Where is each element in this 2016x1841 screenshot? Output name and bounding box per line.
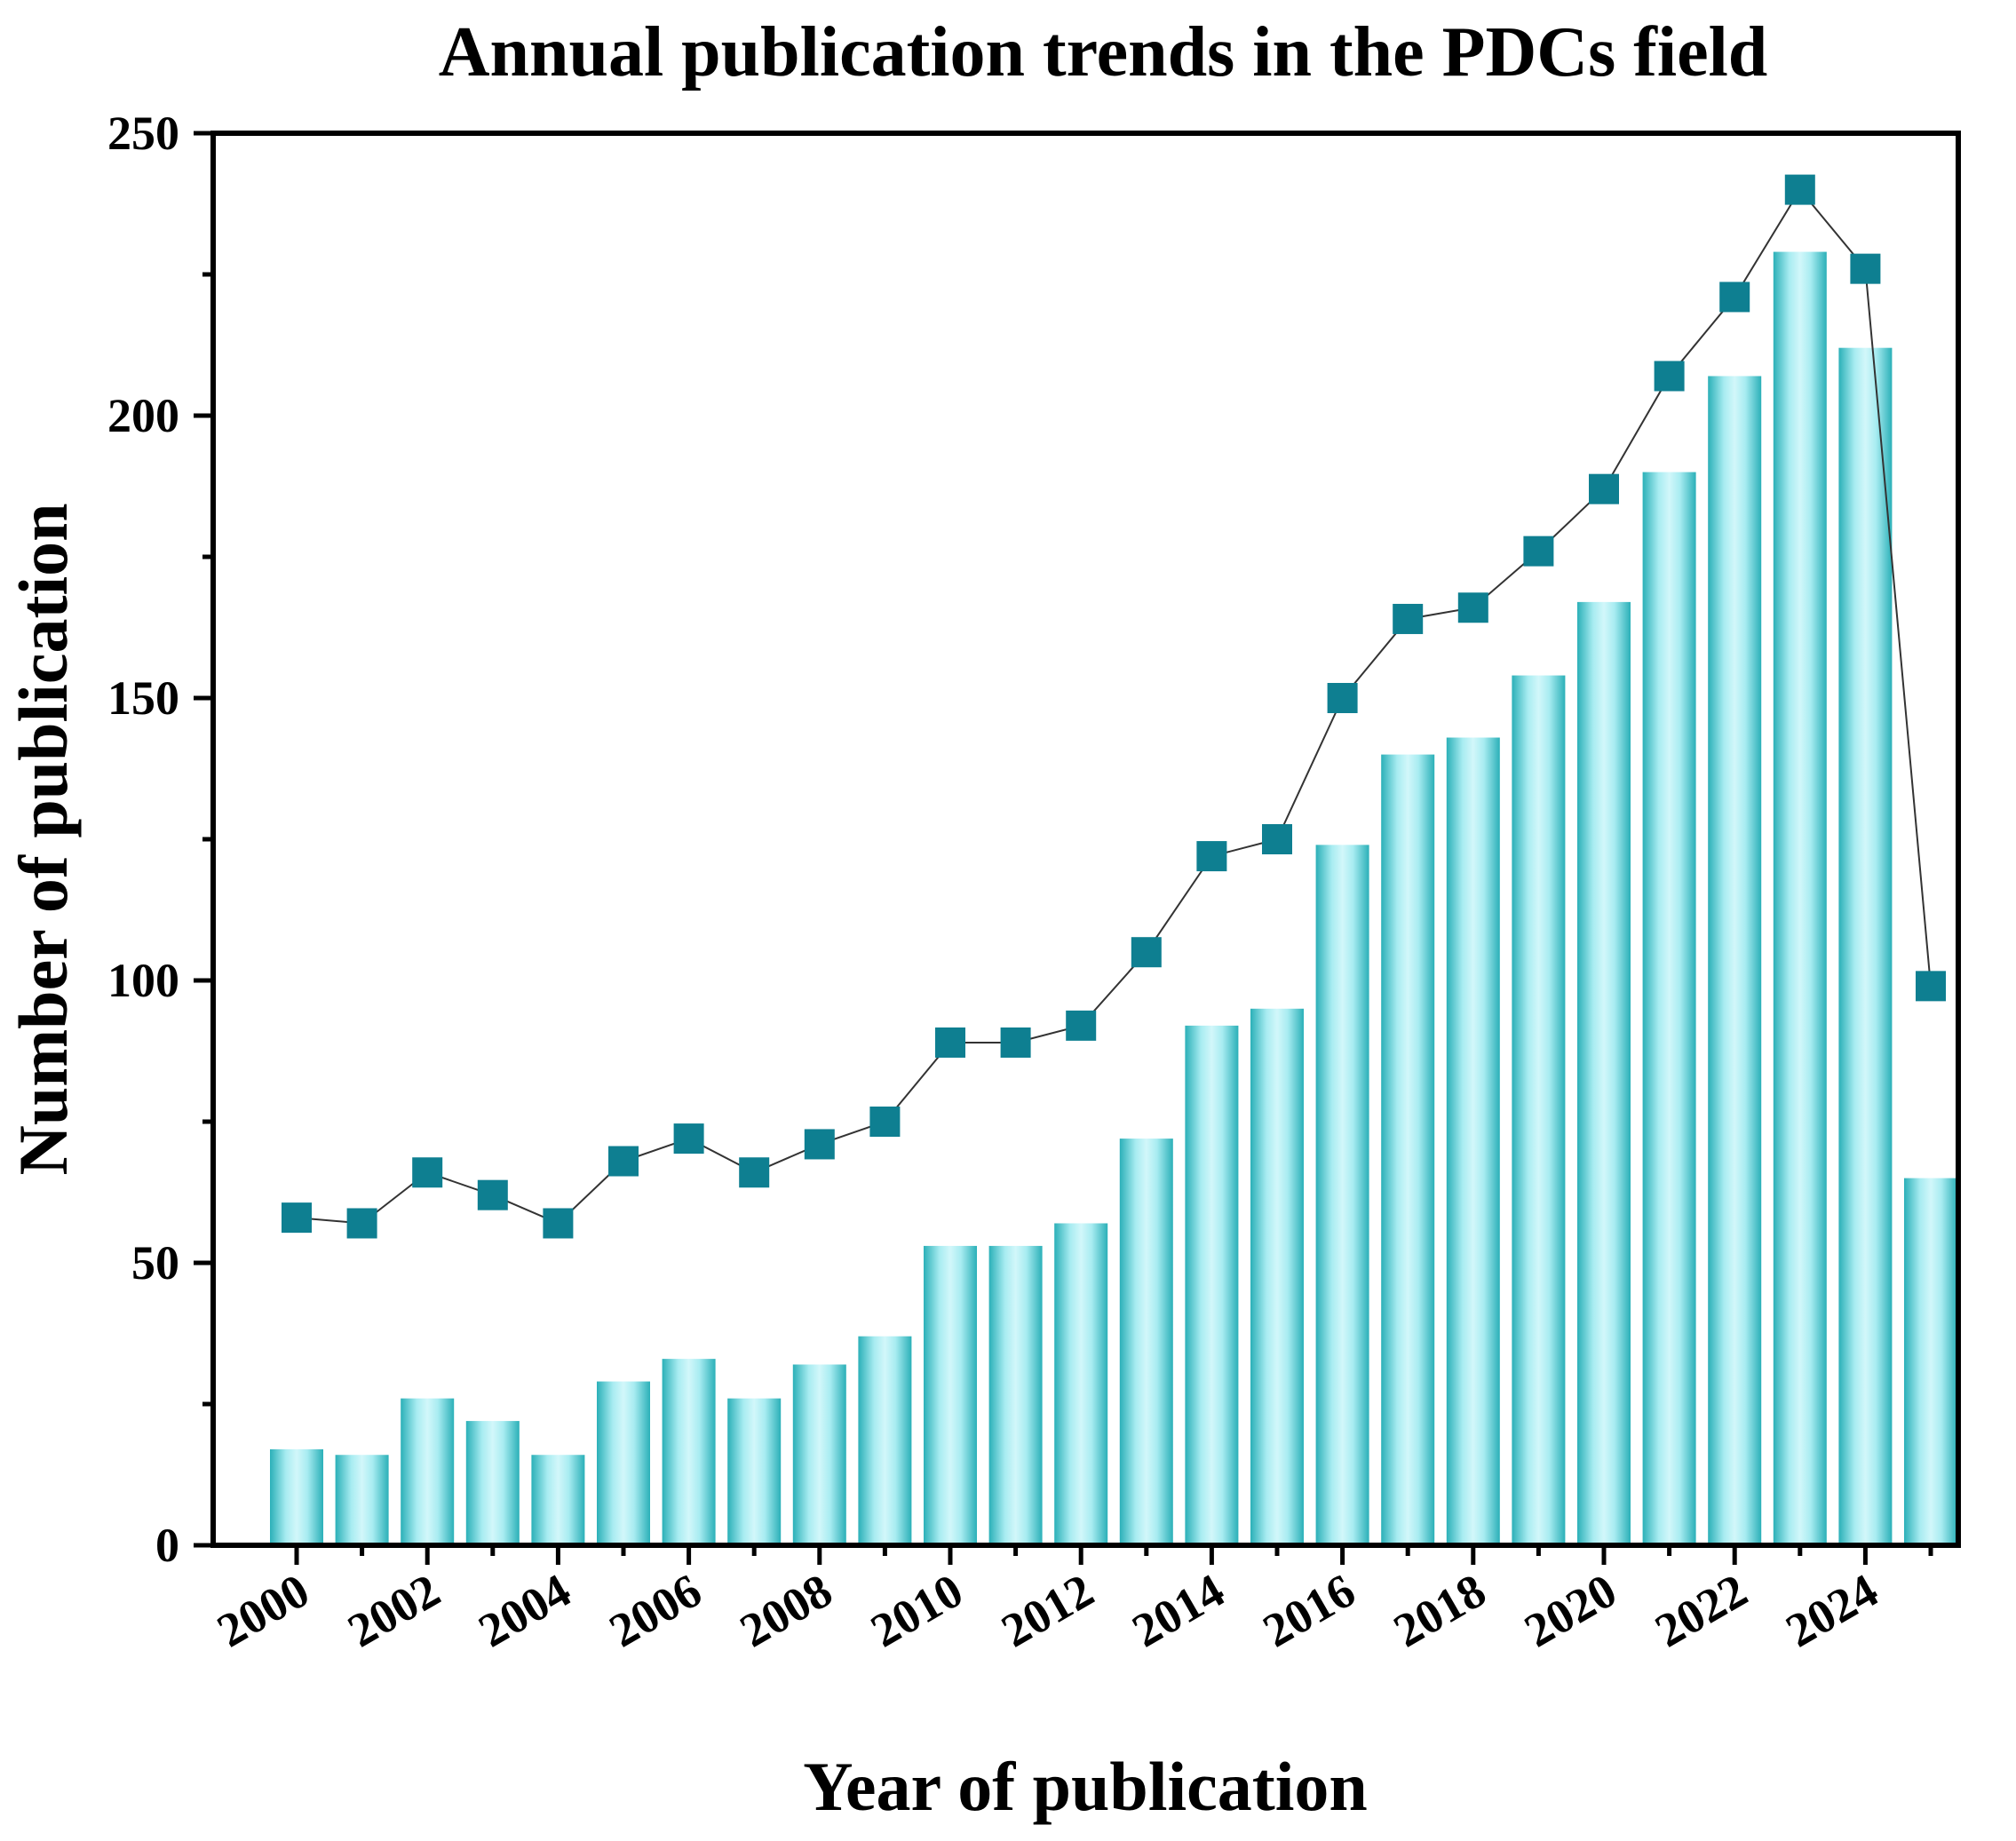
marker-2020	[1589, 473, 1619, 504]
x-tick-label-2010: 2010	[861, 1563, 972, 1657]
bar-2020	[1577, 601, 1631, 1545]
bar-2006	[662, 1359, 716, 1545]
bar-2000	[270, 1448, 323, 1545]
marker-2001	[346, 1208, 377, 1239]
bar-2001	[335, 1455, 389, 1545]
bar-2022	[1708, 376, 1762, 1546]
marker-2012	[1066, 1010, 1097, 1041]
bar-2009	[858, 1336, 912, 1545]
marker-2017	[1393, 603, 1424, 634]
y-tick-label-250: 250	[107, 107, 179, 160]
x-tick-label-2000: 2000	[208, 1563, 318, 1657]
bar-2011	[988, 1245, 1043, 1545]
marker-2010	[935, 1027, 965, 1058]
x-tick-label-2018: 2018	[1385, 1563, 1495, 1657]
marker-2016	[1327, 683, 1358, 713]
x-tick-label-2024: 2024	[1777, 1563, 1887, 1657]
marker-2007	[739, 1157, 770, 1188]
x-tick-label-2008: 2008	[731, 1563, 841, 1657]
x-tick-label-2012: 2012	[993, 1563, 1103, 1657]
x-tick-label-2016: 2016	[1254, 1563, 1364, 1657]
marker-2025	[1916, 971, 1946, 1002]
bar-2005	[597, 1381, 650, 1545]
bar-2015	[1250, 1008, 1304, 1545]
bar-2013	[1119, 1139, 1173, 1545]
marker-2006	[673, 1123, 704, 1155]
bar-2008	[792, 1364, 846, 1545]
marker-2011	[1000, 1027, 1031, 1058]
bar-2017	[1381, 754, 1435, 1545]
chart-title: Annual publication trends in the PDCs fi…	[439, 13, 1768, 91]
axes-layer	[194, 131, 1961, 1565]
marker-2023	[1784, 174, 1815, 205]
x-tick-label-2020: 2020	[1515, 1563, 1625, 1657]
marker-2024	[1850, 253, 1881, 284]
marker-2000	[282, 1202, 312, 1234]
x-tick-label-2004: 2004	[470, 1563, 580, 1657]
bar-2014	[1185, 1025, 1239, 1545]
y-tick-labels: 0 50 100 150 200 250	[107, 107, 179, 1572]
y-tick-label-200: 200	[107, 389, 179, 442]
marker-2009	[869, 1107, 901, 1137]
marker-2003	[477, 1179, 508, 1210]
bar-2003	[465, 1421, 520, 1545]
x-tick-label-2014: 2014	[1123, 1563, 1234, 1657]
bar-2002	[401, 1398, 455, 1545]
marker-2022	[1719, 282, 1750, 313]
bar-2012	[1054, 1223, 1108, 1545]
y-tick-label-100: 100	[107, 954, 179, 1007]
x-tick-label-2002: 2002	[339, 1563, 449, 1657]
marker-2019	[1523, 536, 1554, 567]
bars-layer	[270, 251, 1957, 1546]
marker-2014	[1196, 841, 1227, 872]
marker-2002	[412, 1157, 443, 1188]
marker-2008	[804, 1129, 835, 1160]
bar-2024	[1838, 347, 1893, 1546]
markers-layer	[282, 174, 1946, 1239]
y-tick-label-150: 150	[107, 671, 179, 725]
marker-2013	[1131, 937, 1162, 968]
bar-2016	[1315, 845, 1369, 1545]
x-axis-label: Year of publication	[803, 1748, 1368, 1825]
marker-2005	[608, 1146, 639, 1177]
x-tick-label-2022: 2022	[1647, 1563, 1757, 1657]
bar-2018	[1446, 737, 1500, 1545]
y-tick-label-0: 0	[155, 1519, 179, 1572]
x-tick-label-2006: 2006	[600, 1563, 710, 1657]
x-tick-labels: 2000 2002 2004 2006 2008 2010 2012 2014 2016 2018…	[208, 1563, 1886, 1657]
bar-2004	[531, 1455, 585, 1545]
y-tick-label-50: 50	[131, 1236, 179, 1289]
marker-2004	[543, 1208, 574, 1239]
marker-2018	[1457, 592, 1488, 623]
bar-2021	[1642, 472, 1696, 1545]
bar-2019	[1512, 675, 1566, 1545]
bar-2010	[924, 1245, 977, 1545]
bar-2023	[1773, 251, 1827, 1545]
y-axis-label: Number of publication	[4, 504, 82, 1176]
bar-2007	[727, 1398, 782, 1545]
marker-2021	[1654, 361, 1685, 392]
bar-2025	[1904, 1178, 1957, 1545]
marker-2015	[1262, 824, 1292, 854]
